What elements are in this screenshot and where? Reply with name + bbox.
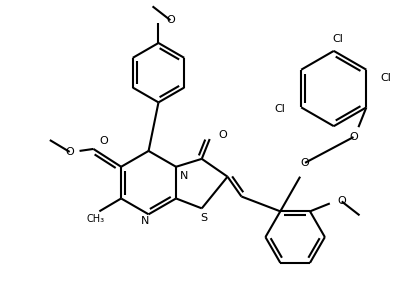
Text: O: O [301, 158, 309, 168]
Text: O: O [99, 136, 108, 146]
Text: CH₃: CH₃ [86, 214, 104, 224]
Text: O: O [218, 130, 227, 140]
Text: O: O [166, 15, 175, 25]
Text: Cl: Cl [381, 73, 392, 83]
Text: N: N [180, 171, 188, 181]
Text: Cl: Cl [274, 104, 285, 114]
Text: O: O [337, 197, 346, 206]
Text: S: S [200, 213, 207, 223]
Text: N: N [141, 216, 149, 226]
Text: O: O [65, 147, 74, 157]
Text: Cl: Cl [332, 34, 343, 44]
Text: O: O [349, 132, 358, 142]
